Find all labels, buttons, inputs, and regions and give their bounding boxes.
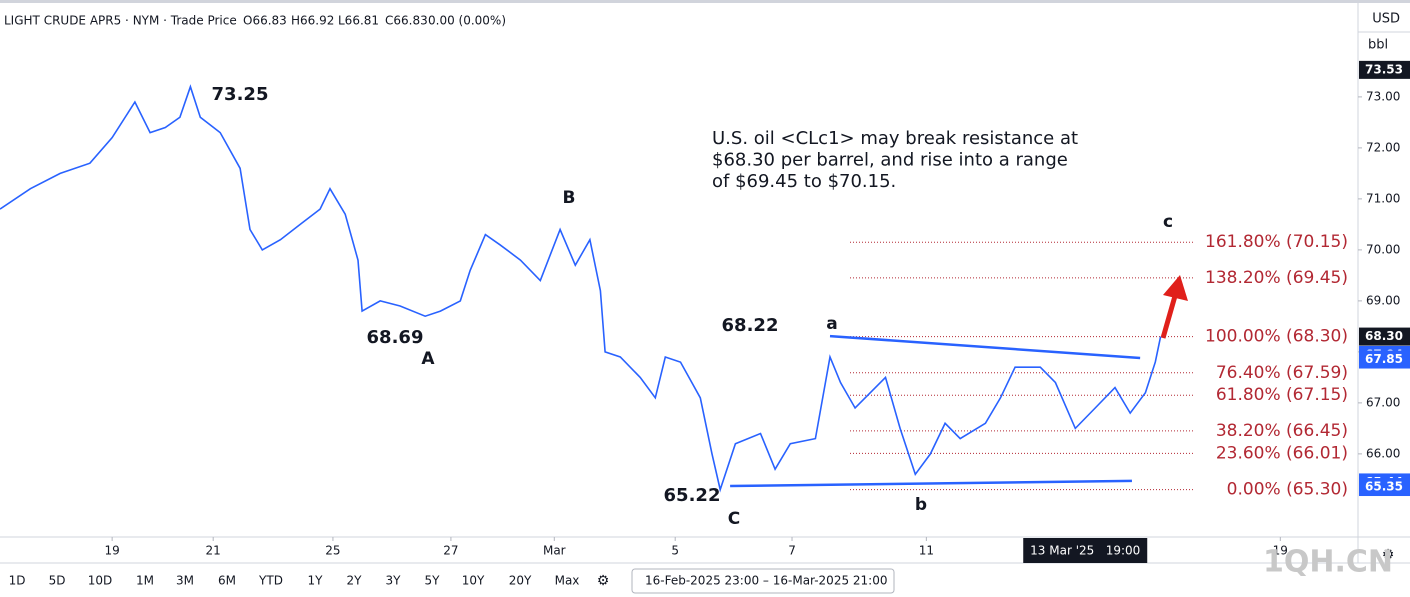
x-tick-label: 25 bbox=[325, 544, 340, 558]
price-marker-label: 65.35 bbox=[1365, 480, 1403, 494]
symbol: LIGHT CRUDE APR5 · NYM · Trade Price bbox=[4, 14, 237, 28]
range-button[interactable]: 3M bbox=[176, 574, 194, 588]
top-border bbox=[0, 0, 1410, 3]
watermark: 1QH.CN bbox=[1263, 545, 1393, 580]
x-tick-label: 27 bbox=[443, 544, 458, 558]
price-marker-label: 73.53 bbox=[1365, 62, 1403, 76]
crosshair-label-box bbox=[1023, 538, 1148, 563]
x-tick-label: 11 bbox=[919, 544, 934, 558]
range-button[interactable]: 1D bbox=[9, 574, 26, 588]
range-button[interactable]: 10D bbox=[88, 574, 113, 588]
range-button[interactable]: Max bbox=[555, 574, 580, 588]
price-marker bbox=[1359, 60, 1410, 79]
trendline bbox=[730, 479, 1132, 488]
x-tick-label: 21 bbox=[206, 544, 221, 558]
currency[interactable]: USD bbox=[1372, 12, 1400, 27]
settings-icon[interactable]: ⚙ bbox=[597, 573, 610, 589]
y-tick-label: 67.00 bbox=[1366, 395, 1400, 409]
ohlc-value: 0.00 (0.00%) bbox=[428, 14, 506, 28]
y-tick-label: 72.00 bbox=[1366, 140, 1400, 154]
x-tick-label: 5 bbox=[671, 544, 679, 558]
date-range[interactable]: 16-Feb-2025 23:00 – 16-Mar-2025 21:00 bbox=[645, 574, 887, 588]
crosshair-label: 13 Mar '25 19:00 bbox=[1030, 544, 1140, 558]
fib-label: 76.40% (67.59) bbox=[1216, 363, 1348, 383]
range-button[interactable]: 10Y bbox=[462, 574, 485, 588]
price-marker-label: 67.85 bbox=[1365, 352, 1403, 366]
y-tick-label: 66.00 bbox=[1366, 446, 1400, 460]
fib-label: 161.80% (70.15) bbox=[1205, 232, 1348, 252]
note-line: of $69.45 to $70.15. bbox=[712, 171, 896, 192]
settings-icon[interactable]: ⚙ bbox=[1382, 547, 1395, 563]
note-line: U.S. oil <CLc1> may break resistance at bbox=[712, 128, 1078, 149]
price-marker-label: 68.30 bbox=[1365, 329, 1403, 343]
x-tick-label: 19 bbox=[105, 544, 120, 558]
price-marker bbox=[1359, 478, 1410, 497]
fib-label: 38.20% (66.45) bbox=[1216, 421, 1348, 441]
fib-label: 61.80% (67.15) bbox=[1216, 385, 1348, 405]
y-tick-label: 71.00 bbox=[1366, 191, 1400, 205]
trendline bbox=[829, 334, 1141, 360]
fib-label: 138.20% (69.45) bbox=[1205, 268, 1348, 288]
wave-annotation: 68.22 bbox=[722, 315, 779, 336]
y-tick-label: 69.00 bbox=[1366, 293, 1400, 307]
range-button[interactable]: 3Y bbox=[386, 574, 402, 588]
range-button[interactable]: YTD bbox=[258, 574, 283, 588]
price-marker bbox=[1359, 327, 1410, 346]
arrow bbox=[1160, 275, 1188, 339]
y-tick-label: 73.00 bbox=[1366, 89, 1400, 103]
range-button[interactable]: 1Y bbox=[308, 574, 324, 588]
wave-annotation: B bbox=[563, 188, 576, 208]
fib-label: 100.00% (68.30) bbox=[1205, 327, 1348, 347]
wave-annotation: b bbox=[915, 495, 927, 515]
date-range-box[interactable] bbox=[631, 568, 895, 594]
price-marker bbox=[1359, 350, 1410, 369]
x-tick-label: Mar bbox=[543, 544, 566, 558]
range-button[interactable]: 1M bbox=[136, 574, 154, 588]
range-button[interactable]: 20Y bbox=[509, 574, 532, 588]
wave-annotation: a bbox=[826, 314, 837, 334]
range-button[interactable]: 6M bbox=[218, 574, 236, 588]
range-button[interactable]: 5Y bbox=[425, 574, 441, 588]
ohlc-value: H66.92 bbox=[291, 14, 334, 28]
ohlc-value: O66.83 bbox=[243, 14, 287, 28]
wave-annotation: 65.22 bbox=[664, 485, 721, 506]
wave-annotation: C bbox=[728, 509, 740, 529]
unit[interactable]: bbl bbox=[1368, 38, 1388, 53]
y-tick-label: 70.00 bbox=[1366, 242, 1400, 256]
range-button[interactable]: 5D bbox=[49, 574, 66, 588]
arrow-head bbox=[1163, 275, 1188, 301]
ohlc-value: C66.83 bbox=[385, 14, 428, 28]
range-button[interactable]: 2Y bbox=[347, 574, 363, 588]
wave-annotation: A bbox=[421, 349, 435, 369]
ohlc-value: L66.81 bbox=[338, 14, 379, 28]
wave-annotation: 73.25 bbox=[212, 84, 269, 105]
x-tick-label: 19 bbox=[1273, 544, 1288, 558]
x-tick-label: 7 bbox=[788, 544, 796, 558]
note-line: $68.30 per barrel, and rise into a range bbox=[712, 150, 1068, 171]
wave-annotation: c bbox=[1163, 212, 1173, 232]
fib-label: 0.00% (65.30) bbox=[1227, 480, 1348, 500]
fib-label: 23.60% (66.01) bbox=[1216, 443, 1348, 463]
arrow-shaft bbox=[1160, 295, 1178, 339]
wave-annotation: 68.69 bbox=[367, 327, 424, 348]
price-line bbox=[0, 84, 1162, 493]
